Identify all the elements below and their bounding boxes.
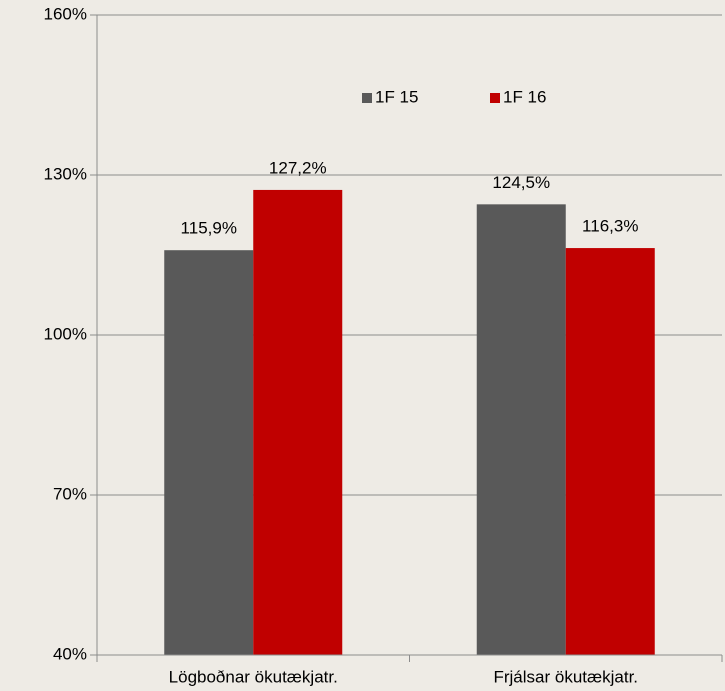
legend-swatch [490, 93, 500, 103]
x-tick-label: Lögboðnar ökutækjatr. [169, 667, 338, 686]
bar [164, 250, 254, 655]
y-tick-label: 160% [44, 4, 87, 23]
value-label: 116,3% [582, 217, 638, 236]
y-tick-label: 40% [53, 644, 87, 663]
value-label: 115,9% [181, 219, 237, 238]
value-label: 124,5% [492, 173, 550, 192]
y-tick-label: 100% [44, 324, 87, 343]
bar [476, 204, 566, 656]
bar [565, 248, 655, 656]
x-tick-label: Frjálsar ökutækjatr. [493, 667, 638, 686]
legend-swatch [362, 93, 372, 103]
legend-label: 1F 15 [375, 87, 418, 106]
legend-label: 1F 16 [503, 87, 546, 106]
y-tick-label: 130% [44, 164, 87, 183]
y-tick-label: 70% [53, 484, 87, 503]
bar [253, 189, 343, 655]
value-label: 127,2% [269, 158, 327, 177]
